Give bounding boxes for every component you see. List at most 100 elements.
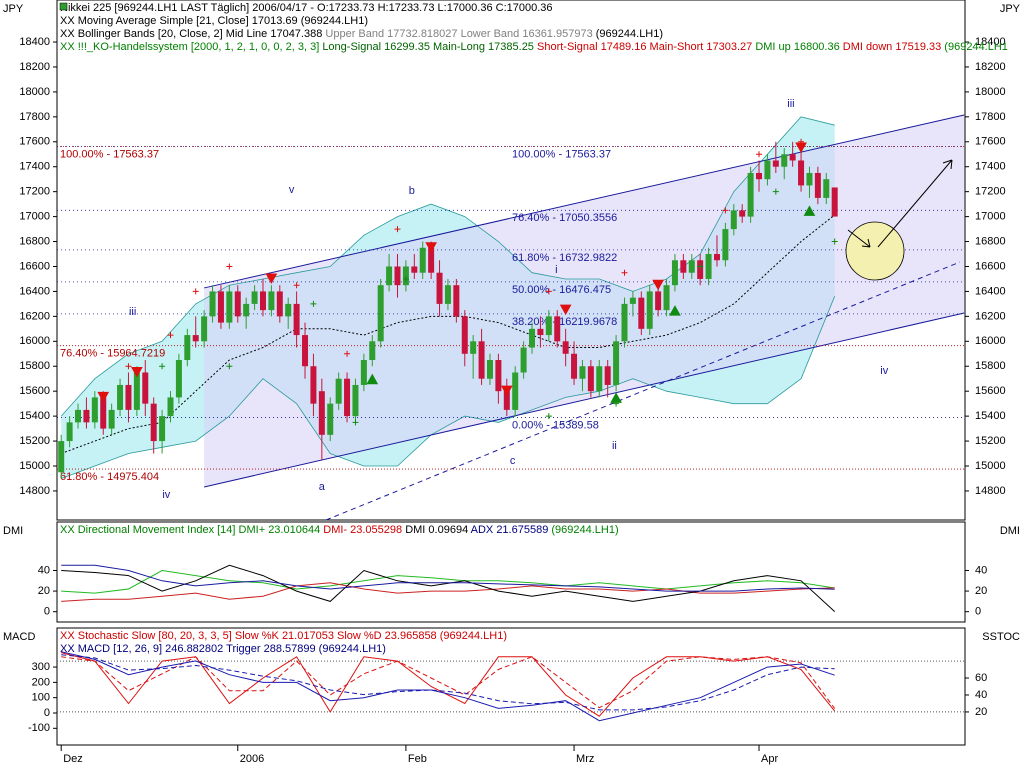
y2-tick-label: 17600 <box>975 136 1006 148</box>
wave-label: iv <box>162 489 170 501</box>
candle-body <box>192 335 199 342</box>
plus-signal <box>722 207 729 214</box>
y-tick-label: 17600 <box>19 136 50 148</box>
panel-frame <box>56 0 966 521</box>
legend-segment: XX Directional Movement Index [14] <box>60 524 235 536</box>
candle-body <box>571 353 578 379</box>
y-tick-label: 16800 <box>19 235 50 247</box>
axis-label: JPY <box>3 3 24 15</box>
sell-signal <box>265 273 278 284</box>
y2-tick-label: 18000 <box>975 86 1006 98</box>
fib-label: 61.80% - 16732.9822 <box>512 252 617 264</box>
candle-body <box>604 366 611 385</box>
y-tick-label: 16000 <box>19 335 50 347</box>
legend-line: XX !!!_KO-Handelssystem [2000, 1, 2, 1, … <box>60 41 1008 53</box>
wave-label: v <box>289 184 295 196</box>
candle-body <box>428 247 435 273</box>
candle-body <box>209 291 216 317</box>
candle-body <box>814 172 821 198</box>
candle-body <box>117 384 124 410</box>
candle-body <box>66 422 73 442</box>
candle-body <box>444 285 451 304</box>
y2-tick-label: 40 <box>975 689 987 701</box>
candle-body <box>217 291 224 323</box>
y-tick-label: 16400 <box>19 285 50 297</box>
axis-label-right: DMI <box>1000 525 1020 537</box>
fib-label: 100.00% - 17563.37 <box>60 148 159 160</box>
x-tick-label: Apr <box>761 753 778 765</box>
candle-body <box>175 360 182 398</box>
plus-signal <box>226 363 233 370</box>
plus-signal <box>352 419 359 426</box>
plus-signal <box>344 350 351 357</box>
y-tick-label: 18000 <box>19 86 50 98</box>
y2-tick-label: 15000 <box>975 460 1006 472</box>
y2-tick-label: 16000 <box>975 335 1006 347</box>
y2-tick-label: 16800 <box>975 235 1006 247</box>
series-line <box>61 582 835 602</box>
y-tick-label: 15800 <box>19 360 50 372</box>
y-tick-label: 200 <box>32 676 50 688</box>
candle-body <box>125 384 132 410</box>
plus-signal <box>310 300 317 307</box>
buy-signal <box>366 373 379 385</box>
wave-label: b <box>409 185 415 197</box>
wave-label: i <box>555 264 557 276</box>
candle-body <box>596 366 603 392</box>
y-tick-label: 17000 <box>19 211 50 223</box>
y-tick-label: 16600 <box>19 260 50 272</box>
legend-segment: DMI- 23.055298 <box>323 524 402 536</box>
axis-label-right: JPY <box>1000 3 1021 15</box>
candle-body <box>276 291 283 317</box>
y-tick-label: 300 <box>32 661 50 673</box>
wave-label: iv <box>880 365 888 377</box>
candle-body <box>411 266 418 273</box>
candle-body <box>638 297 645 329</box>
candle-body <box>436 272 443 304</box>
legend-segment: (969244.LH1) <box>596 28 663 40</box>
candle-body <box>756 172 763 180</box>
series-line <box>61 656 836 709</box>
candle-body <box>133 372 140 410</box>
legend-segment: XX Moving Average Simple [21, Close] 170… <box>60 15 368 27</box>
plus-signal <box>756 151 763 158</box>
candle-body <box>789 154 796 161</box>
legend-line: XX Bollinger Bands [20, Close, 2] Mid Li… <box>60 28 663 40</box>
buy-signal <box>803 205 816 216</box>
candle-body <box>91 397 98 423</box>
y-tick-label: -100 <box>28 722 50 734</box>
fib-label: 100.00% - 17563.37 <box>512 148 611 160</box>
sell-signal <box>652 279 664 291</box>
moving-average <box>61 214 836 454</box>
sell-signal <box>500 385 513 397</box>
fib-label: 76.40% - 17050.3556 <box>512 212 617 224</box>
arrow <box>847 229 871 248</box>
y-tick-label: 15400 <box>19 410 50 422</box>
candle-body <box>377 285 384 342</box>
legend-segment: XX Stochastic Slow [80, 20, 3, 3, 5] Slo… <box>60 630 507 642</box>
legend-segment: Nikkei 225 [969244.LH1 LAST Täglich] 200… <box>60 2 553 14</box>
arrow <box>877 159 953 248</box>
axis-label: DMI <box>3 525 23 537</box>
fib-label: 0.00% - 15389.58 <box>512 419 599 431</box>
legend-segment: Upper Band 17732.818027 Lower Band 16361… <box>325 28 592 40</box>
candle-body <box>394 266 401 286</box>
candle-body <box>520 347 527 373</box>
candle-body <box>579 366 586 379</box>
candle-body <box>470 341 477 354</box>
candle-body <box>680 260 687 273</box>
candle-body <box>613 341 620 385</box>
y2-tick-label: 40 <box>975 564 987 576</box>
y2-tick-label: 18400 <box>975 36 1006 48</box>
candle-body <box>108 409 115 429</box>
candle-body <box>402 266 409 286</box>
candle-body <box>495 360 502 392</box>
series-line <box>61 654 835 711</box>
wave-label: iii <box>129 306 136 318</box>
plus-signal <box>545 288 552 295</box>
layers: 100.00% - 17563.37 76.40% - 15964.7219 61.… <box>3 0 1021 765</box>
y-tick-label: 14800 <box>19 485 50 497</box>
candle-body <box>386 266 393 286</box>
candle-body <box>503 391 510 410</box>
